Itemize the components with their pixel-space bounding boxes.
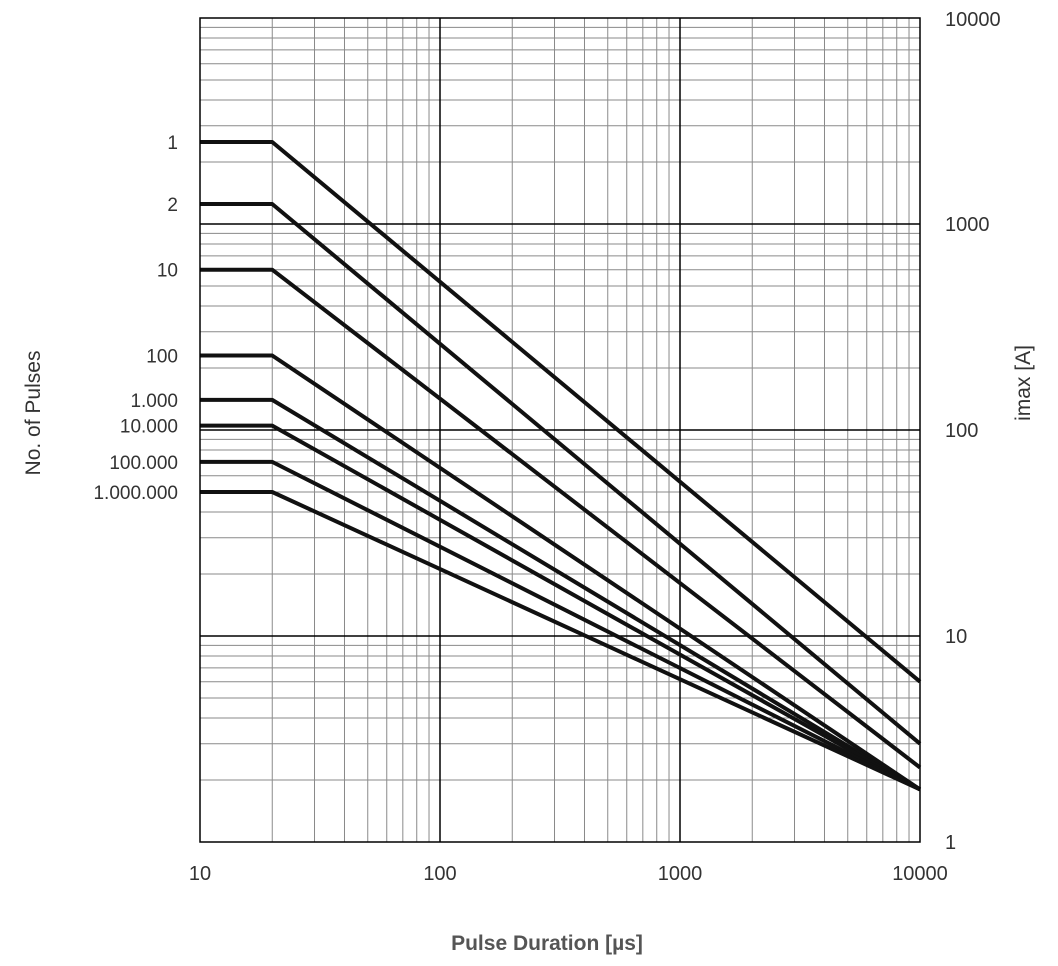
- x-tick-label: 100: [423, 863, 456, 885]
- series-line-7: [200, 459, 921, 792]
- series-label-4: 100: [146, 346, 178, 367]
- x-axis-title: Pulse Duration [µs]: [451, 932, 643, 955]
- series-label-8: 1.000.000: [93, 483, 178, 504]
- series-label-6: 10.000: [120, 417, 178, 438]
- x-tick-label: 10: [189, 863, 211, 885]
- series-line-8: [200, 490, 921, 792]
- series-line-1: [200, 140, 922, 684]
- y-tick-label: 10: [945, 626, 967, 648]
- y-tick-labels: 1 10 100 1000 10000: [945, 9, 1001, 854]
- series-label-7: 100.000: [109, 453, 178, 474]
- right-axis-title: imax [A]: [1012, 345, 1035, 421]
- series-label-3: 10: [157, 261, 178, 282]
- series-line-2: [200, 202, 922, 746]
- series-label-5: 1.000: [130, 391, 178, 412]
- series-lines: [200, 140, 922, 792]
- y-tick-label: 100: [945, 420, 978, 442]
- major-grid: [200, 18, 920, 842]
- left-axis-title: No. of Pulses: [22, 351, 45, 476]
- series-label-2: 2: [167, 195, 178, 216]
- y-tick-label: 1: [945, 832, 956, 854]
- series-line-6: [200, 423, 921, 792]
- series-labels: 1 2 10 100 1.000 10.000 100.000 1.000.000: [93, 133, 178, 504]
- y-tick-label: 1000: [945, 214, 990, 236]
- plot-frame: [199, 17, 921, 843]
- series-line-4: [200, 353, 922, 792]
- y-tick-label: 10000: [945, 9, 1001, 31]
- series-line-5: [200, 397, 922, 792]
- series-line-3: [200, 267, 922, 770]
- x-tick-labels: 10 100 1000 10000: [189, 863, 948, 885]
- series-label-1: 1: [167, 133, 178, 154]
- x-tick-label: 1000: [658, 863, 703, 885]
- x-tick-label: 10000: [892, 863, 948, 885]
